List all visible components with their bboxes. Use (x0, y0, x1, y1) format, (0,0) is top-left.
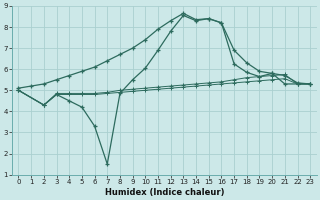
X-axis label: Humidex (Indice chaleur): Humidex (Indice chaleur) (105, 188, 224, 197)
